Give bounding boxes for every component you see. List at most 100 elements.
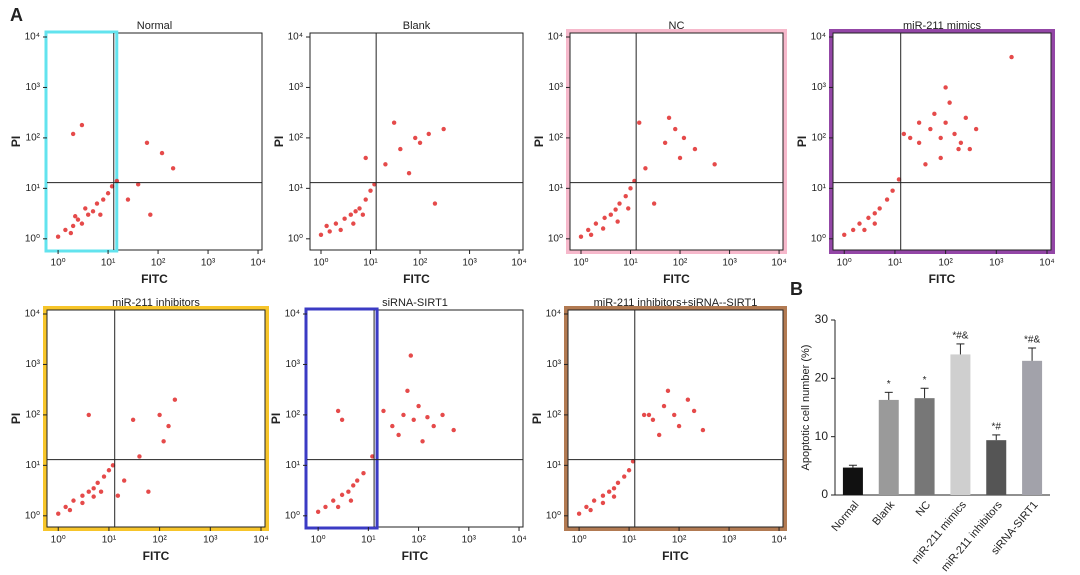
plot-frame (569, 32, 784, 251)
x-tick-label: 10³ (722, 258, 737, 269)
event-point (884, 197, 890, 202)
event-point (396, 432, 401, 438)
event-point (109, 184, 115, 189)
y-tick-label: 10⁰ (285, 510, 300, 521)
event-point (75, 217, 81, 222)
x-tick-label: 10⁴ (511, 258, 526, 269)
x-tick-label: 10⁴ (771, 258, 786, 269)
y-tick-label: 10¹ (26, 460, 41, 471)
event-point (333, 221, 339, 226)
event-point (331, 498, 336, 503)
event-point (586, 227, 591, 233)
x-tick-label: 10² (938, 258, 953, 269)
event-point (588, 507, 593, 513)
event-point (630, 459, 636, 464)
y-tick-label: 10¹ (26, 183, 41, 194)
y-axis-label: PI (269, 413, 283, 424)
event-point (90, 209, 96, 214)
event-point (105, 191, 111, 196)
event-point (850, 227, 856, 233)
event-point (600, 500, 606, 506)
event-point (368, 188, 373, 193)
event-point (101, 474, 107, 479)
plot-title: NC (669, 20, 685, 32)
y-axis-label: PI (530, 413, 544, 424)
event-point (938, 135, 943, 141)
bar (914, 398, 935, 495)
event-point (135, 182, 141, 187)
event-point (351, 221, 356, 226)
x-tick-label: 10¹ (361, 535, 376, 546)
y-tick-label: 10¹ (549, 183, 564, 194)
event-point (866, 215, 871, 221)
event-point (130, 417, 136, 422)
event-point (622, 474, 627, 479)
x-tick-label: 10² (151, 258, 166, 269)
highlight-box (304, 307, 379, 530)
bar (950, 354, 971, 495)
event-point (643, 166, 648, 171)
event-point (431, 423, 436, 429)
event-point (63, 227, 68, 233)
event-point (86, 412, 91, 418)
x-tick-label: 10¹ (363, 258, 378, 269)
event-point (576, 511, 582, 516)
x-tick-label: 10⁴ (511, 535, 526, 546)
event-point (166, 423, 171, 429)
y-axis-label: Apoptotic cell number (%) (800, 345, 812, 471)
panel-label: A (10, 5, 23, 25)
highlight-box (44, 30, 119, 253)
event-point (361, 470, 366, 476)
y-tick-label: 10² (547, 410, 562, 421)
highlight-frame (829, 29, 1055, 254)
plot-frame (46, 32, 263, 251)
event-point (681, 135, 687, 141)
x-tick-label: 10³ (203, 535, 218, 546)
event-point (398, 146, 403, 152)
event-point (877, 206, 882, 211)
bar (986, 440, 1007, 495)
x-tick-label: 10¹ (102, 535, 117, 546)
y-axis-label: PI (9, 136, 23, 147)
event-point (401, 412, 406, 418)
y-tick-label: 10³ (26, 359, 41, 370)
event-point (611, 494, 617, 499)
x-axis-label: FITC (403, 272, 430, 286)
event-point (406, 170, 412, 176)
y-tick-label: 10¹ (289, 183, 304, 194)
event-point (348, 212, 354, 217)
x-tick-label: 10⁰ (573, 258, 588, 269)
x-axis-label: FITC (662, 549, 689, 563)
event-point (323, 504, 328, 510)
panel-label: B (790, 279, 803, 299)
bar (842, 467, 863, 495)
event-point (685, 397, 691, 402)
y-tick-label: 10³ (547, 359, 562, 370)
x-tick-label: 10² (152, 535, 167, 546)
event-point (137, 454, 142, 459)
y-axis-label: PI (272, 136, 286, 147)
x-tick-label: Normal (829, 499, 861, 534)
event-point (588, 232, 594, 238)
event-point (94, 201, 100, 206)
event-point (661, 403, 667, 409)
event-point (973, 126, 979, 132)
event-point (315, 509, 321, 515)
event-point (632, 178, 637, 184)
y-tick-label: 30 (815, 312, 829, 326)
event-point (938, 155, 943, 161)
event-point (862, 227, 867, 233)
event-point (390, 423, 395, 429)
event-point (416, 403, 421, 409)
event-point (67, 507, 73, 513)
event-point (91, 486, 96, 491)
event-point (623, 193, 628, 199)
y-tick-label: 10² (26, 133, 41, 144)
x-axis-label: FITC (141, 272, 168, 286)
event-point (676, 423, 682, 429)
x-tick-label: 10⁰ (837, 258, 852, 269)
highlight-frame (564, 306, 787, 531)
event-point (584, 504, 589, 510)
plot-title: miR-211 inhibitors (112, 297, 200, 309)
x-tick-label: 10⁰ (311, 535, 326, 546)
